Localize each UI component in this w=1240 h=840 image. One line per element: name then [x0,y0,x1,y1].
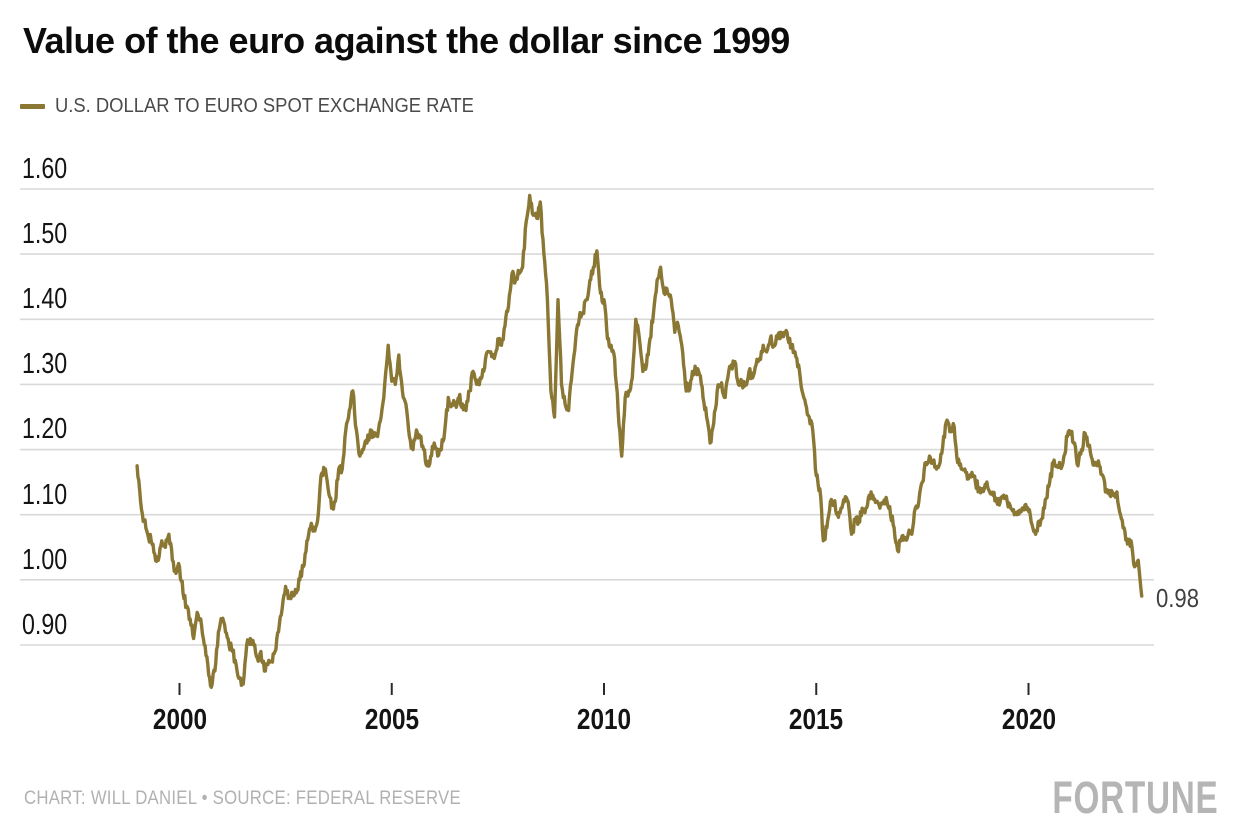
legend-line-swatch-icon [20,103,45,109]
x-axis-label: 2015 [788,704,844,736]
legend: U.S. DOLLAR TO EURO SPOT EXCHANGE RATE [20,95,510,117]
last-value-label: 0.98 [1156,583,1200,613]
x-axis-label: 2020 [1001,704,1057,736]
y-axis-label: 1.00 [22,544,68,576]
credit-text: CHART: WILL DANIEL • SOURCE: FEDERAL RES… [24,787,461,809]
y-axis-label: 1.10 [22,479,68,511]
y-axis-label: 1.30 [22,348,68,380]
x-axis-label: 2005 [364,704,420,736]
legend-label: U.S. DOLLAR TO EURO SPOT EXCHANGE RATE [55,94,474,117]
x-axis-label: 2010 [576,704,632,736]
y-axis-label: 1.50 [22,218,68,250]
exchange-rate-line [135,193,1144,689]
fortune-logo: FORTUNE [1051,772,1218,823]
y-axis-label: 0.90 [22,609,68,641]
y-axis-label: 1.20 [22,413,68,445]
chart-title: Value of the euro against the dollar sin… [23,20,790,61]
y-axis-label: 1.40 [22,283,68,315]
x-axis-label: 2000 [152,704,208,736]
y-axis-label: 1.60 [22,153,68,185]
